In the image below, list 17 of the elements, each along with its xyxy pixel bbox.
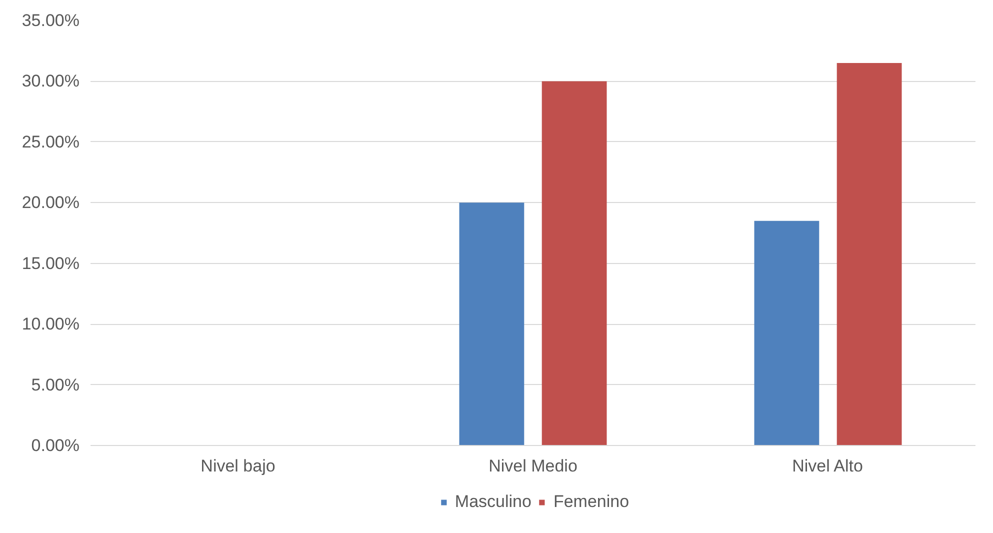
y-tick-label: 25.00% — [22, 132, 80, 152]
y-tick-label: 0.00% — [31, 436, 80, 455]
y-tick-label: 15.00% — [22, 254, 80, 273]
y-tick-label: 20.00% — [22, 193, 80, 212]
bar — [459, 202, 524, 446]
x-tick-label: Nivel bajo — [200, 456, 276, 476]
x-tick-label: Nivel Alto — [792, 456, 863, 476]
legend-label: Femenino — [553, 492, 630, 512]
legend-label: Masculino — [454, 492, 532, 512]
y-tick-label: 5.00% — [31, 375, 80, 394]
bar — [836, 63, 902, 446]
y-tick-label: 35.00% — [22, 11, 80, 30]
y-tick-label: 30.00% — [22, 72, 80, 91]
bar — [754, 220, 820, 446]
bar — [542, 81, 607, 446]
y-tick-label: 10.00% — [22, 314, 80, 334]
x-tick-label: Nivel Medio — [488, 456, 578, 476]
